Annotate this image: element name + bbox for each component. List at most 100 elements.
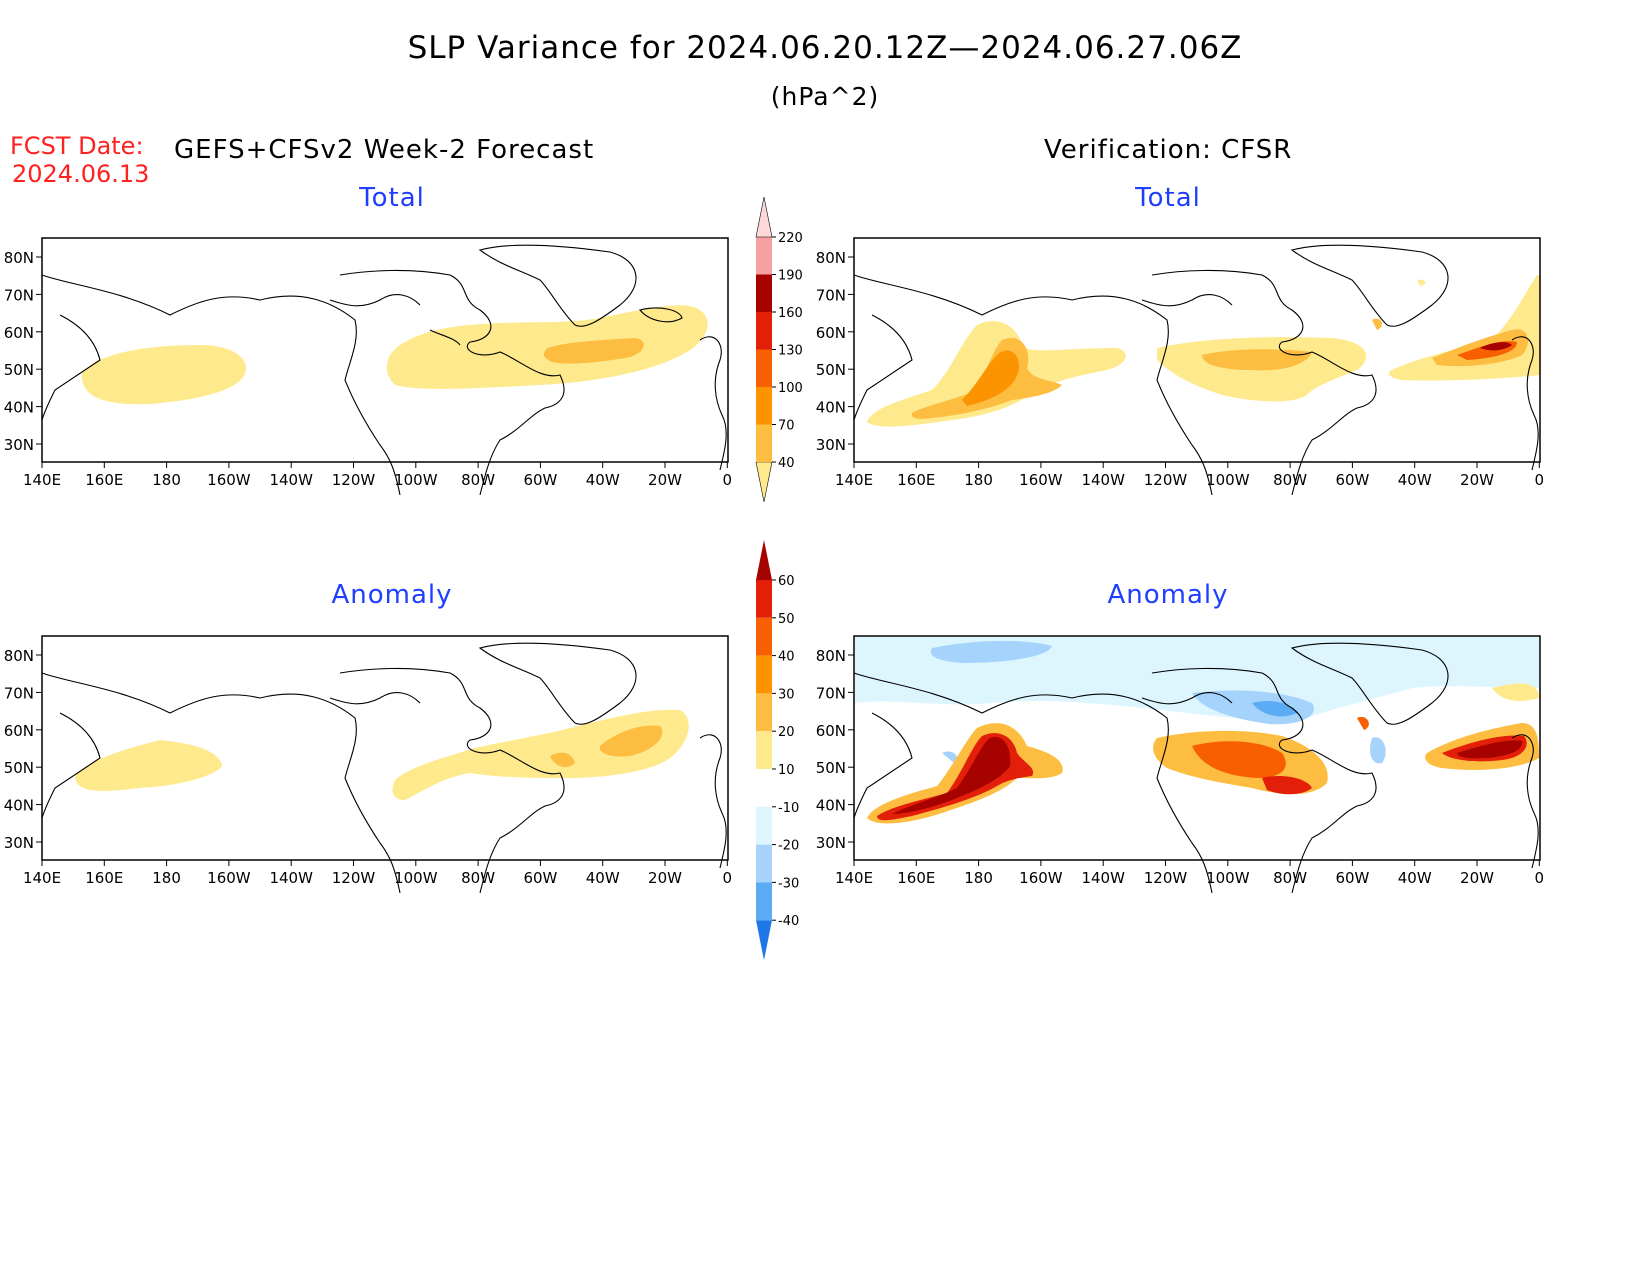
lat-tick-label: 80N <box>4 249 34 267</box>
lat-tick-label: 70N <box>4 286 34 304</box>
lon-tick-label: 160W <box>1019 869 1063 887</box>
shading <box>75 709 689 800</box>
colorbar-label: 160 <box>778 306 803 321</box>
lon-tick-label: 0 <box>1535 471 1545 489</box>
lat-tick-label: 60N <box>816 722 846 740</box>
colorbar-label: 40 <box>778 456 795 471</box>
lat-tick-label: 30N <box>816 834 846 852</box>
colorbar-label: 130 <box>778 344 803 359</box>
lon-tick-label: 40W <box>586 471 620 489</box>
coastlines <box>853 244 1539 495</box>
colorbar-label: 220 <box>778 231 803 246</box>
lat-axis: 80N 70N 60N 50N 40N 30N <box>816 249 854 454</box>
colorbar-segment <box>756 580 772 618</box>
lon-tick-label: 100W <box>394 471 438 489</box>
lat-tick-label: 40N <box>816 797 846 815</box>
colorbar-label: -10 <box>778 801 799 816</box>
lon-tick-label: 40W <box>586 869 620 887</box>
lon-tick-label: 60W <box>1335 471 1369 489</box>
lon-tick-label: 120W <box>1144 869 1188 887</box>
lat-tick-label: 40N <box>4 399 34 417</box>
lon-tick-label: 80W <box>1273 869 1307 887</box>
lon-tick-label: 120W <box>1144 471 1188 489</box>
colorbar-segment <box>755 461 773 503</box>
lat-tick-label: 50N <box>816 759 846 777</box>
lon-axis: 140E 160E 180 160W 140W 120W 100W 80W 60W 40W 20W 0 <box>835 462 1544 489</box>
lat-tick-label: 70N <box>816 684 846 702</box>
colorbar-segment <box>756 274 772 312</box>
lat-tick-label: 40N <box>4 797 34 815</box>
colorbar-label: 10 <box>778 763 795 778</box>
lon-tick-label: 140E <box>23 471 61 489</box>
lat-tick-label: 60N <box>4 722 34 740</box>
colorbar-segment <box>756 882 772 921</box>
shading <box>81 305 708 405</box>
lon-tick-label: 80W <box>461 471 495 489</box>
colorbar-segment <box>756 769 772 807</box>
colorbar-label: 40 <box>778 650 795 665</box>
colorbar-segment <box>756 237 772 275</box>
lon-tick-label: 180 <box>964 471 993 489</box>
lon-tick-label: 140W <box>269 471 313 489</box>
colorbar-segment <box>756 540 772 580</box>
colorbar-label: 190 <box>778 269 803 284</box>
colorbar-segment <box>756 655 772 694</box>
colorbar-label: -20 <box>778 839 799 854</box>
colorbar-label: 100 <box>778 381 803 396</box>
coastlines <box>41 244 727 495</box>
lon-tick-label: 60W <box>523 869 557 887</box>
colorbar-segment <box>755 196 773 238</box>
colorbar-segment <box>756 731 772 769</box>
colorbar-segment <box>756 424 772 462</box>
verification-anomaly-subtitle: Anomaly <box>1107 580 1229 610</box>
lat-tick-label: 70N <box>4 684 34 702</box>
colorbar-segment <box>756 349 772 387</box>
figure-title: SLP Variance for 2024.06.20.12Z—2024.06.… <box>407 30 1243 66</box>
colorbar-anomaly: 60 50 40 30 20 10 -10 -20 -30 -40 <box>756 540 799 961</box>
colorbar-label: 30 <box>778 687 795 702</box>
map-frame <box>853 237 1541 463</box>
forecast-total-map: 80N 70N 60N 50N 40N 30N 140E 160E 180 160W 140W 12… <box>4 237 733 495</box>
lon-tick-label: 40W <box>1398 471 1432 489</box>
lat-tick-label: 40N <box>816 399 846 417</box>
lon-tick-label: 160E <box>897 869 935 887</box>
lon-tick-label: 180 <box>152 869 181 887</box>
lon-tick-label: 120W <box>332 869 376 887</box>
lon-tick-label: 20W <box>1460 869 1494 887</box>
verification-total-map: 80N 70N 60N 50N 40N 30N 140E 160E 180 160W 140W 12… <box>816 237 1544 495</box>
lon-tick-label: 0 <box>723 471 733 489</box>
lon-tick-label: 180 <box>152 471 181 489</box>
lon-tick-label: 160W <box>1019 471 1063 489</box>
figure-units: (hPa^2) <box>770 82 880 111</box>
lat-axis: 80N 70N 60N 50N 40N 30N <box>4 249 42 454</box>
lon-axis: 140E 160E 180 160W 140W 120W 100W 80W 60W 40W 20W 0 <box>23 860 732 887</box>
lon-tick-label: 100W <box>1206 471 1250 489</box>
verification-anomaly-map: 80N 70N 60N 50N 40N 30N 140E 160E 180 160W 140W 12… <box>816 635 1544 893</box>
lat-axis: 80N 70N 60N 50N 40N 30N <box>816 647 854 852</box>
lon-tick-label: 100W <box>394 869 438 887</box>
lon-axis: 140E 160E 180 160W 140W 120W 100W 80W 60W 40W 20W 0 <box>835 860 1544 887</box>
forecast-date: 2024.06.13 <box>12 160 150 188</box>
colorbar-segment <box>756 387 772 425</box>
colorbar-segment <box>756 617 772 656</box>
right-column-header: Verification: CFSR <box>1044 135 1293 165</box>
lon-tick-label: 140E <box>835 869 873 887</box>
verification-total-subtitle: Total <box>1135 183 1201 213</box>
lat-tick-label: 30N <box>816 436 846 454</box>
lon-tick-label: 160W <box>207 471 251 489</box>
lon-tick-label: 20W <box>1460 471 1494 489</box>
lat-axis: 80N 70N 60N 50N 40N 30N <box>4 647 42 852</box>
lat-tick-label: 30N <box>4 834 34 852</box>
colorbar-label: -30 <box>778 876 799 891</box>
colorbar-segment <box>756 806 772 845</box>
forecast-total-subtitle: Total <box>359 183 425 213</box>
forecast-date-label: FCST Date: <box>10 132 144 160</box>
lon-tick-label: 80W <box>461 869 495 887</box>
lon-tick-label: 120W <box>332 471 376 489</box>
left-column-header: GEFS+CFSv2 Week-2 Forecast <box>174 135 595 165</box>
lon-tick-label: 60W <box>1335 869 1369 887</box>
lon-tick-label: 20W <box>648 869 682 887</box>
lon-tick-label: 60W <box>523 471 557 489</box>
map-frame <box>41 237 729 463</box>
lat-tick-label: 70N <box>816 286 846 304</box>
